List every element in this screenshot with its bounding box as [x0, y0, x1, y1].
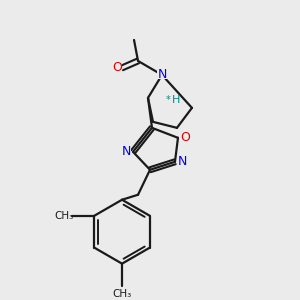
Text: O: O: [180, 131, 190, 144]
Bar: [177, 157, 187, 166]
Text: N: N: [121, 145, 131, 158]
Bar: [157, 70, 167, 80]
Text: *: *: [166, 95, 170, 105]
Text: O: O: [112, 61, 122, 74]
Text: N: N: [157, 68, 167, 81]
Bar: [112, 63, 122, 72]
Text: H: H: [172, 95, 180, 105]
Text: CH₃: CH₃: [55, 211, 74, 221]
Bar: [180, 133, 190, 142]
Text: N: N: [177, 155, 187, 168]
Bar: [121, 147, 131, 156]
Text: CH₃: CH₃: [112, 289, 132, 298]
